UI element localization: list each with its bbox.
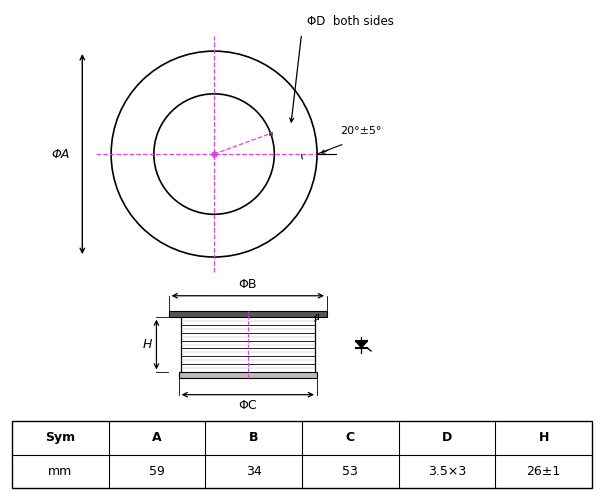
Bar	[169, 311, 327, 317]
Text: B: B	[249, 431, 259, 444]
Text: 53: 53	[342, 465, 358, 478]
Text: ΦB: ΦB	[239, 278, 257, 291]
Bar	[179, 372, 317, 378]
Text: 3.5×3: 3.5×3	[428, 465, 466, 478]
Text: H: H	[143, 338, 152, 351]
Text: ΦA: ΦA	[51, 148, 70, 161]
Bar	[12, 421, 592, 488]
Text: C: C	[345, 431, 355, 444]
Text: Sym: Sym	[45, 431, 76, 444]
Text: 20°±5°: 20°±5°	[339, 126, 381, 136]
Text: 26±1: 26±1	[527, 465, 561, 478]
Text: ΦC: ΦC	[239, 399, 257, 412]
Text: 34: 34	[246, 465, 262, 478]
Bar	[269, 132, 272, 135]
Text: D: D	[442, 431, 452, 444]
Text: 59: 59	[149, 465, 165, 478]
Text: A: A	[152, 431, 162, 444]
Text: ΦD  both sides: ΦD both sides	[307, 15, 394, 28]
Polygon shape	[356, 341, 367, 348]
Text: mm: mm	[48, 465, 72, 478]
Text: H: H	[539, 431, 549, 444]
